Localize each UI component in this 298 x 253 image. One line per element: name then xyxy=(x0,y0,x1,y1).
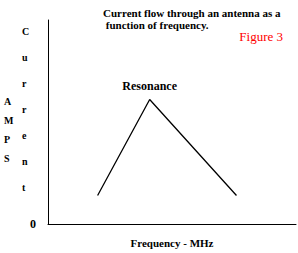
svg-text:t: t xyxy=(22,182,26,193)
svg-text:Current flow through an antenn: Current flow through an antenna as a xyxy=(103,7,281,19)
svg-text:u: u xyxy=(22,52,28,63)
svg-text:C: C xyxy=(22,26,29,37)
svg-text:Figure 3: Figure 3 xyxy=(239,29,283,44)
svg-text:M: M xyxy=(4,115,14,126)
svg-text:Resonance: Resonance xyxy=(122,79,177,93)
svg-text:A: A xyxy=(4,96,12,107)
svg-text:r: r xyxy=(22,104,27,115)
svg-text:S: S xyxy=(4,153,10,164)
svg-text:Frequency - MHz: Frequency - MHz xyxy=(131,237,214,249)
svg-text:r: r xyxy=(22,78,27,89)
svg-text:n: n xyxy=(22,156,28,167)
svg-text:function of frequency.: function of frequency. xyxy=(103,19,209,31)
svg-text:P: P xyxy=(4,134,10,145)
svg-text:0: 0 xyxy=(30,217,36,231)
svg-text:e: e xyxy=(22,130,27,141)
